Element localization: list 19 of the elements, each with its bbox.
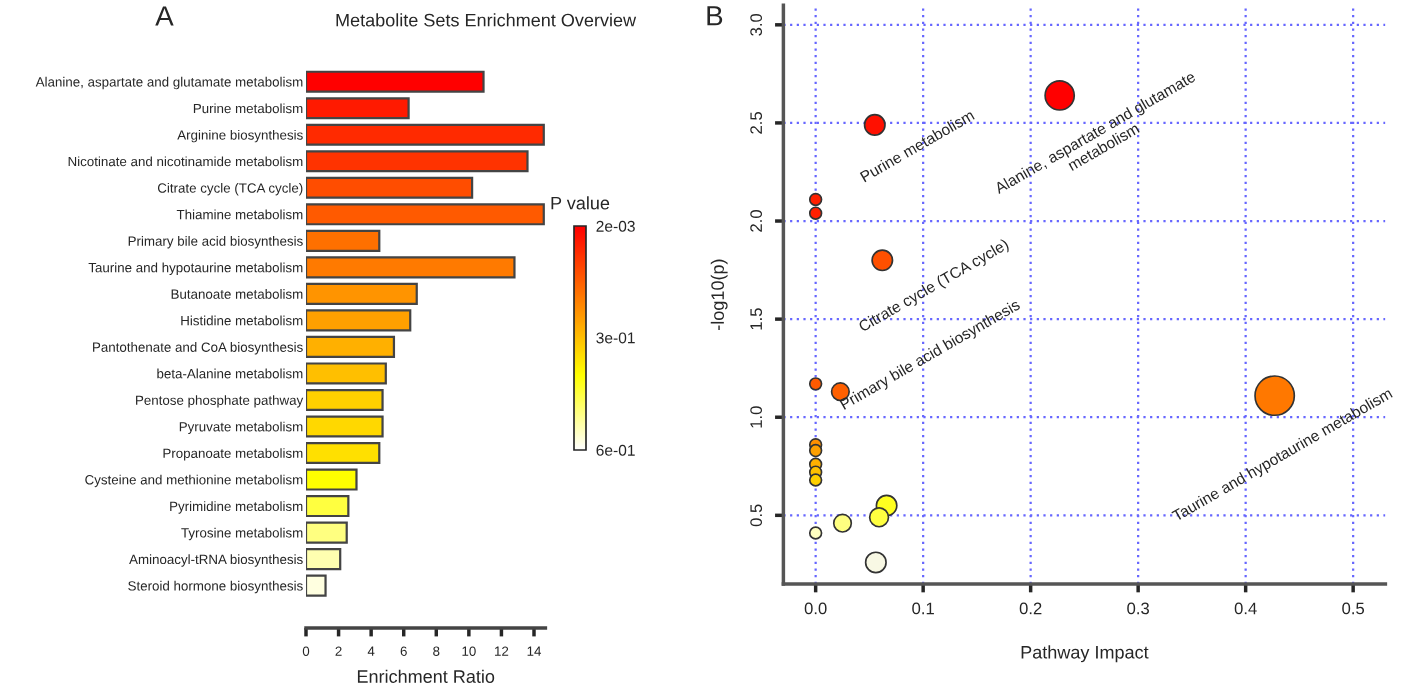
x-tick-label: 0.5 xyxy=(1342,602,1365,615)
x-tick-label: 0.3 xyxy=(1127,602,1149,615)
text: B xyxy=(707,6,723,26)
y-tick-label: 2.0 xyxy=(750,210,763,232)
y-axis-title: -log10(p) xyxy=(710,259,728,330)
color-bar-title: P value xyxy=(551,196,610,210)
x-tick-label: 0.4 xyxy=(1234,602,1257,615)
x-tick-label: 0.1 xyxy=(912,602,934,615)
y-tick-label: 0.5 xyxy=(750,504,763,527)
y-tick-label: 3.0 xyxy=(750,13,763,36)
y-tick-label: 1.0 xyxy=(750,406,763,428)
y-tick-label: 2.5 xyxy=(750,112,763,134)
x-tick-label: 0.0 xyxy=(804,602,827,615)
x-tick-label: 0.2 xyxy=(1019,602,1042,615)
y-tick-label: 1.5 xyxy=(750,308,763,330)
x-axis-title: Enrichment Ratio xyxy=(357,669,495,683)
chart-title: Metabolite Sets Enrichment Overview xyxy=(336,13,637,27)
text: A xyxy=(155,6,174,26)
x-axis-title: Pathway Impact xyxy=(1021,645,1149,663)
